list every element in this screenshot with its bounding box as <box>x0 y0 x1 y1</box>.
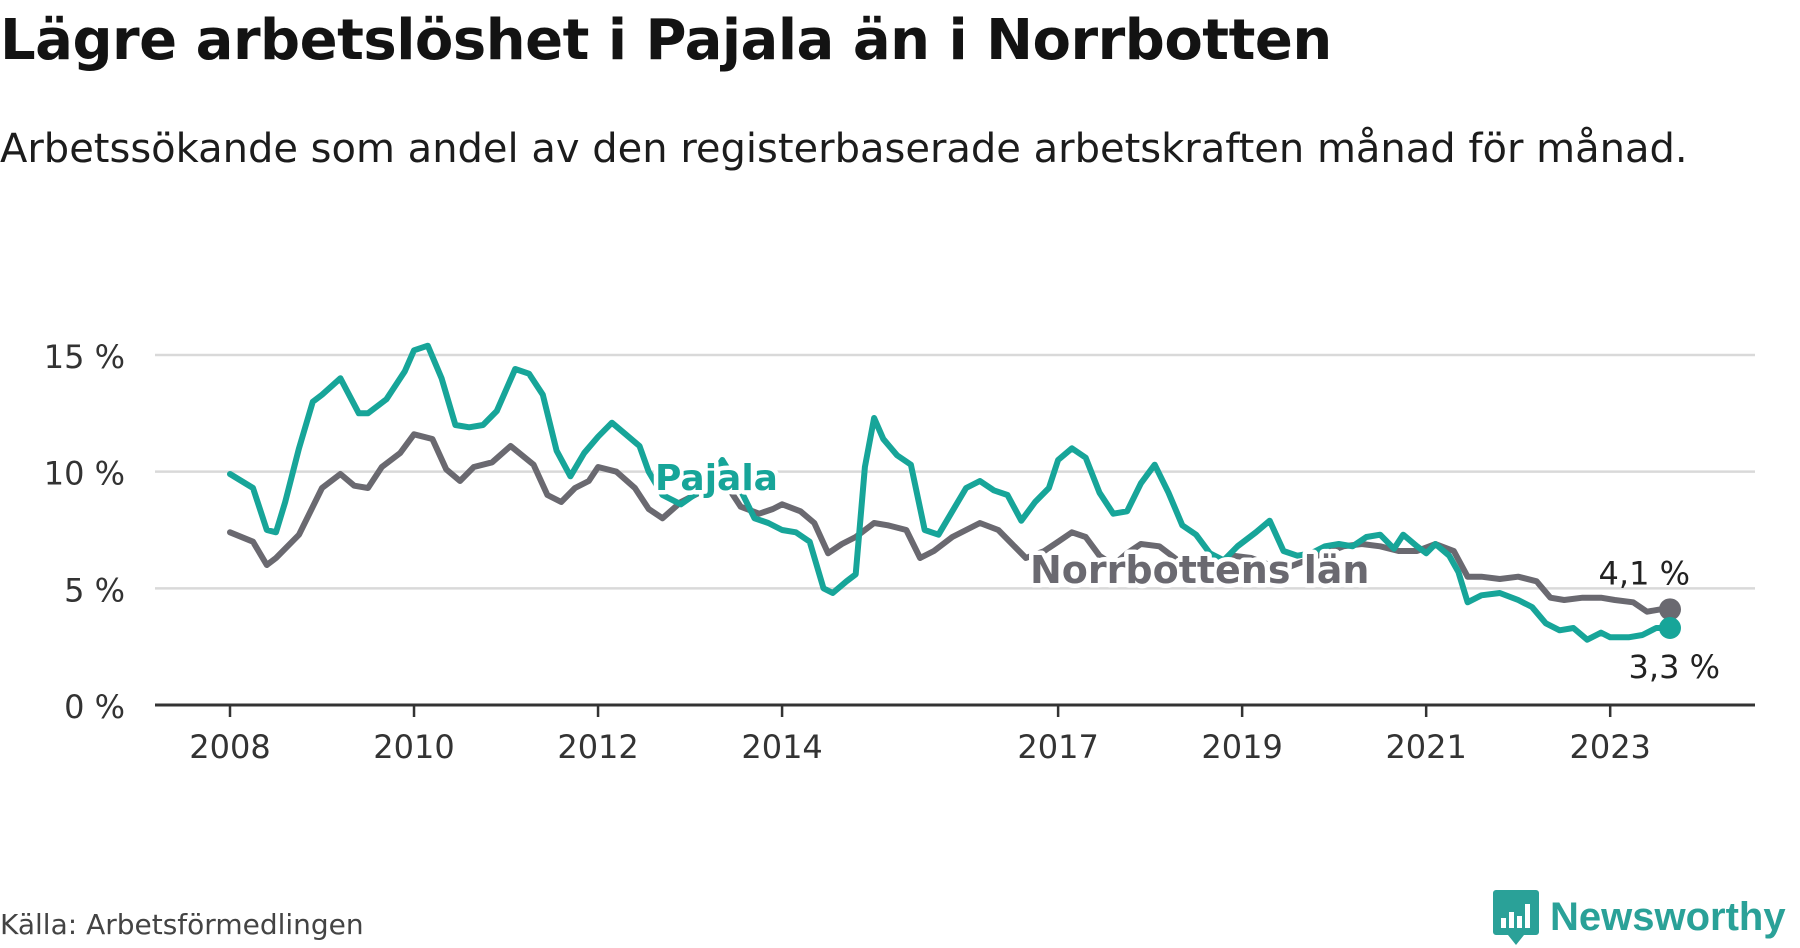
end-point-norrbotten <box>1659 598 1681 621</box>
series-labels: Pajala Norrbottens län 4,1 % 3,3 % <box>651 454 1721 687</box>
x-axis: 2008 2010 2012 2014 2017 2019 2021 2023 <box>155 703 1755 766</box>
x-tick-label: 2012 <box>557 728 638 766</box>
logo-text: Newsworthy <box>1550 894 1786 939</box>
source-note: Källa: Arbetsförmedlingen <box>0 908 364 941</box>
chart-title: Lägre arbetslöshet i Pajala än i Norrbot… <box>0 8 1332 73</box>
chart-subtitle: Arbetssökande som andel av den registerb… <box>0 126 1688 172</box>
series-label-norrbotten: Norrbottens län <box>1030 548 1369 592</box>
y-tick-label: 0 % <box>64 688 125 726</box>
newsworthy-logo[interactable]: Newsworthy <box>1492 888 1786 946</box>
end-point-pajala <box>1659 617 1681 639</box>
x-tick-label: 2023 <box>1569 728 1650 766</box>
y-tick-label: 5 % <box>64 571 125 609</box>
x-tick-label: 2008 <box>189 728 270 766</box>
y-tick-label: 15 % <box>44 338 125 376</box>
newsworthy-chart-icon <box>1493 890 1539 945</box>
x-tick-label: 2019 <box>1201 728 1282 766</box>
x-tick-label: 2017 <box>1017 728 1098 766</box>
series-line-norrbotten <box>227 431 1673 615</box>
series-line-pajala <box>227 342 1673 643</box>
y-tick-label: 10 % <box>44 455 125 493</box>
series-lines <box>227 342 1681 643</box>
end-label-pajala: 3,3 % <box>1629 648 1720 686</box>
x-tick-label: 2014 <box>741 728 822 766</box>
end-label-norrbotten: 4,1 % <box>1599 554 1690 592</box>
y-axis-ticks: 0 % 5 % 10 % 15 % <box>44 338 125 726</box>
x-tick-label: 2010 <box>373 728 454 766</box>
gridlines <box>155 353 1755 590</box>
x-tick-label: 2021 <box>1385 728 1466 766</box>
series-label-pajala: Pajala <box>655 458 778 499</box>
